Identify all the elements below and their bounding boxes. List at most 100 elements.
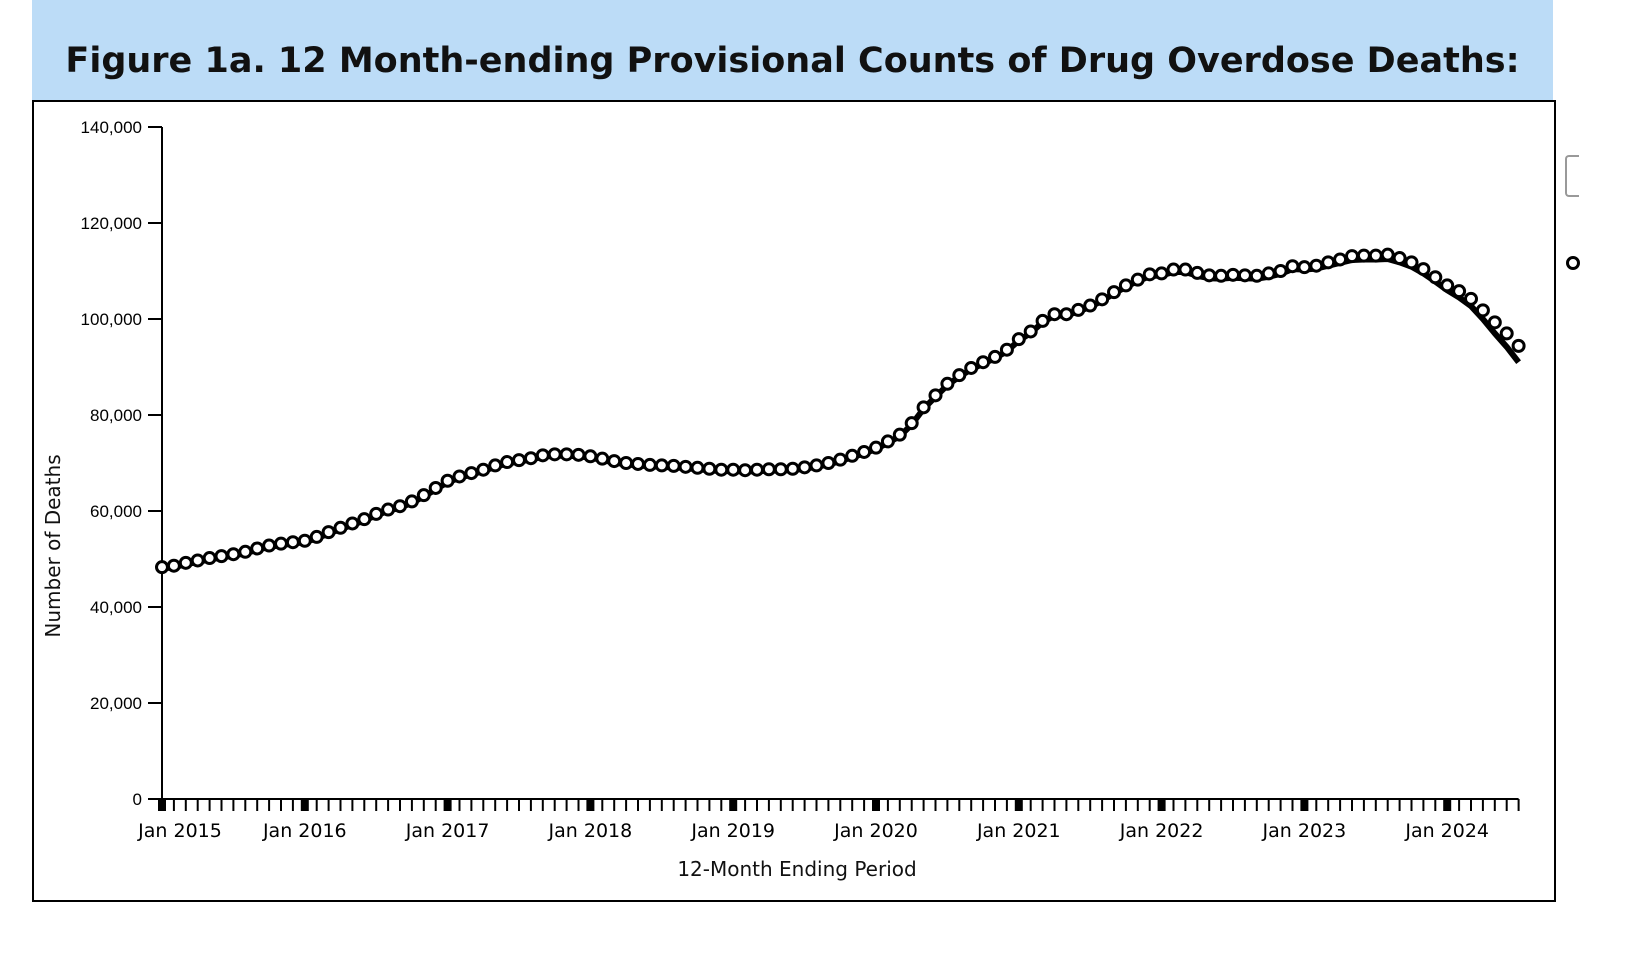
data-point bbox=[666, 458, 681, 473]
data-point bbox=[1118, 278, 1133, 293]
data-point bbox=[1475, 303, 1490, 318]
data-point bbox=[238, 544, 253, 559]
data-point bbox=[654, 458, 669, 473]
data-point bbox=[785, 461, 800, 476]
data-point bbox=[464, 466, 479, 481]
data-point bbox=[274, 536, 288, 551]
data-point bbox=[1059, 307, 1074, 322]
data-point bbox=[1249, 268, 1264, 283]
data-point bbox=[1428, 270, 1443, 285]
data-point bbox=[892, 427, 907, 442]
data-point bbox=[452, 469, 467, 484]
data-point bbox=[1285, 259, 1300, 274]
data-point bbox=[761, 462, 776, 477]
data-point bbox=[393, 499, 407, 514]
data-point bbox=[369, 506, 384, 521]
data-point bbox=[916, 400, 931, 415]
data-point bbox=[607, 454, 622, 469]
x-axis-label: 12-Month Ending Period bbox=[677, 857, 916, 881]
data-point bbox=[1166, 262, 1181, 277]
data-point bbox=[1023, 324, 1038, 339]
data-point bbox=[773, 462, 788, 477]
x-tick-label: Jan 2018 bbox=[548, 820, 633, 842]
data-point bbox=[1107, 285, 1121, 300]
y-tick-label: 120,000 bbox=[81, 214, 142, 233]
data-point bbox=[678, 459, 693, 474]
y-tick-label: 40,000 bbox=[90, 598, 142, 617]
data-point bbox=[571, 447, 586, 462]
data-point bbox=[642, 457, 657, 472]
y-axis: 0 20,000 40,000 60,000 80,000 100,000 120,000 1… bbox=[81, 118, 163, 809]
data-point bbox=[1380, 247, 1395, 262]
data-point bbox=[797, 460, 812, 475]
data-point bbox=[928, 388, 943, 403]
chart-container: 0 20,000 40,000 60,000 80,000 100,000 120,000 1… bbox=[32, 100, 1556, 902]
data-point bbox=[595, 451, 610, 466]
data-point bbox=[1309, 258, 1324, 273]
series-layer bbox=[155, 247, 1526, 575]
x-tick-label: Jan 2023 bbox=[1262, 820, 1347, 842]
data-point bbox=[821, 456, 836, 470]
data-point bbox=[809, 458, 824, 473]
legend-marker-partial bbox=[1566, 256, 1580, 270]
y-tick-label: 20,000 bbox=[90, 694, 142, 713]
data-point bbox=[190, 553, 205, 568]
data-point bbox=[845, 448, 860, 463]
data-point bbox=[1499, 326, 1514, 341]
data-point bbox=[1416, 262, 1431, 277]
data-point bbox=[1261, 266, 1276, 281]
data-point bbox=[1273, 264, 1288, 278]
data-point bbox=[1226, 267, 1240, 282]
data-point bbox=[178, 555, 193, 570]
data-point bbox=[1464, 291, 1478, 306]
data-point bbox=[904, 416, 919, 431]
data-point bbox=[1368, 248, 1383, 263]
data-point bbox=[583, 449, 598, 464]
data-point bbox=[1142, 267, 1157, 282]
data-point bbox=[1130, 272, 1145, 287]
data-point bbox=[619, 456, 634, 470]
data-point bbox=[500, 455, 515, 470]
data-point bbox=[631, 456, 645, 471]
x-tick-label: Jan 2017 bbox=[405, 820, 490, 842]
y-tick-label: 60,000 bbox=[90, 502, 142, 521]
data-point bbox=[297, 533, 312, 548]
data-point bbox=[1487, 315, 1502, 330]
data-point bbox=[1190, 265, 1205, 280]
data-point bbox=[1321, 255, 1336, 270]
data-point bbox=[726, 462, 741, 477]
data-point bbox=[559, 447, 574, 462]
data-point bbox=[428, 480, 443, 495]
data-point bbox=[523, 451, 538, 466]
y-axis-label: Number of Deaths bbox=[41, 454, 65, 637]
data-point bbox=[250, 541, 265, 556]
data-point bbox=[1452, 284, 1467, 299]
data-point bbox=[416, 488, 431, 503]
data-point bbox=[1202, 268, 1217, 283]
data-point bbox=[1035, 313, 1050, 328]
data-point bbox=[404, 494, 419, 509]
data-point bbox=[262, 538, 277, 553]
data-point bbox=[988, 349, 1002, 364]
data-point bbox=[1333, 252, 1348, 267]
y-tick-label: 100,000 bbox=[81, 310, 142, 329]
data-point bbox=[512, 453, 526, 468]
data-point bbox=[381, 502, 396, 517]
x-tick-label: Jan 2021 bbox=[976, 820, 1061, 842]
data-point bbox=[321, 525, 336, 540]
data-point bbox=[476, 462, 491, 477]
line-chart: 0 20,000 40,000 60,000 80,000 100,000 120,000 1… bbox=[41, 118, 1526, 881]
data-point bbox=[738, 463, 753, 478]
data-point bbox=[1154, 266, 1169, 281]
data-point bbox=[166, 558, 181, 573]
data-point bbox=[1237, 268, 1252, 283]
chart-title: Figure 1a. 12 Month-ending Provisional C… bbox=[65, 41, 1520, 100]
data-point bbox=[1011, 332, 1026, 347]
data-point bbox=[309, 529, 324, 544]
data-point bbox=[1178, 262, 1193, 277]
y-tick-label: 80,000 bbox=[90, 406, 142, 425]
y-tick-label: 140,000 bbox=[81, 118, 142, 137]
data-point bbox=[1440, 278, 1455, 293]
data-point bbox=[202, 551, 217, 566]
data-point bbox=[214, 549, 229, 564]
